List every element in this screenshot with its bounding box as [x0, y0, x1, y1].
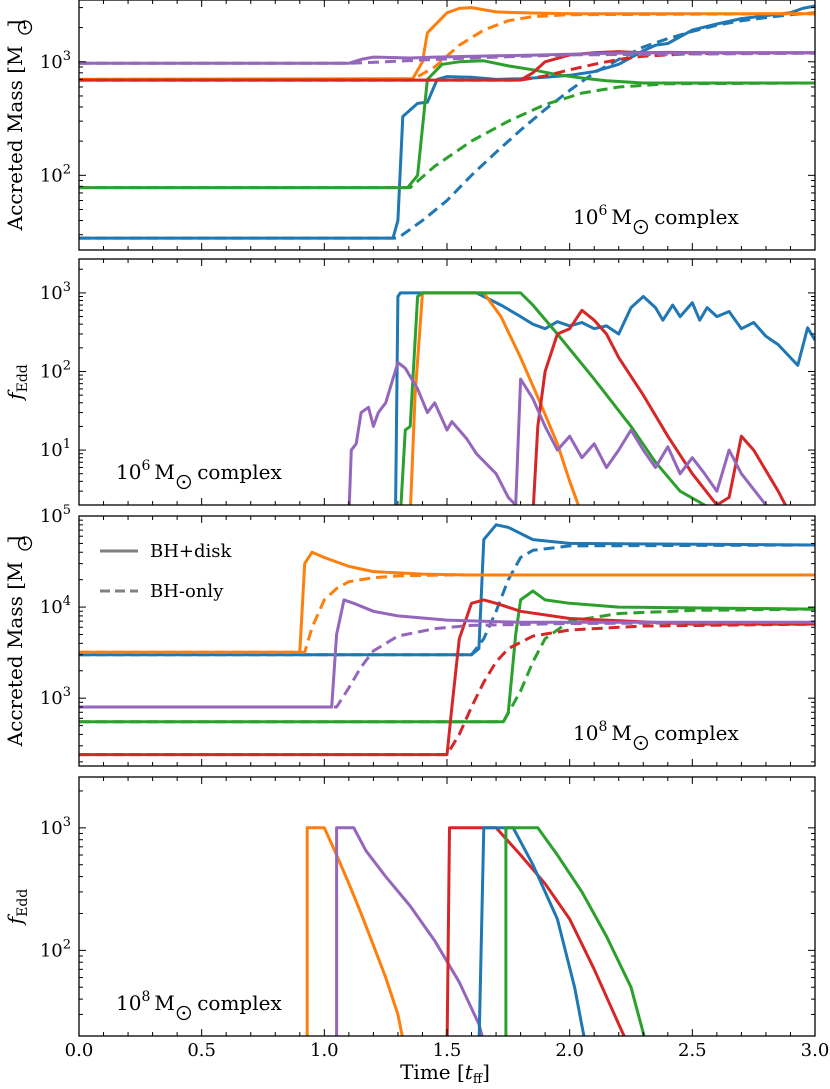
x-axis-unit: t: [465, 1060, 474, 1084]
svg-text:Time [tff]: Time [tff]: [400, 1060, 490, 1087]
y-tick-label: 103: [40, 685, 71, 709]
panel-3: 103 104 105 Accreted Mass [M] 108 M complex: [3, 503, 816, 767]
y-tick-label: 104: [40, 594, 71, 618]
series-red-dashed: [79, 622, 815, 757]
x-tick-label: 0.0: [65, 1040, 94, 1061]
y-axis-label: fEdd: [3, 889, 31, 927]
panel-annotation: 108 M complex: [573, 719, 739, 745]
series-red-solid: [79, 598, 815, 757]
y-tick-label: 103: [40, 815, 71, 839]
sun-icon-dot: [23, 542, 27, 545]
x-tick-label: 2.5: [678, 1040, 707, 1061]
panel-4: 102 103 fEdd 108 M complex: [3, 776, 816, 1037]
x-axis-title: Time [tff]: [400, 1060, 490, 1087]
y-tick-label: 103: [40, 49, 71, 73]
series-orange-solid: [409, 291, 580, 505]
panel-1: 102 103 Accreted Mass [M] 106 M complex: [3, 0, 816, 251]
series-blue-solid: [394, 291, 815, 505]
sun-icon-dot: [182, 1011, 186, 1015]
series-green-solid: [79, 59, 815, 190]
x-axis-unit-sub: ff: [473, 1072, 484, 1087]
x-tick-label: 1.5: [433, 1040, 462, 1061]
x-axis-label: Time: [400, 1060, 451, 1084]
sun-icon: [176, 1005, 192, 1021]
y-axis-label: Accreted Mass [M]: [3, 536, 27, 748]
panel-4-series: [305, 826, 646, 1036]
y-tick-label: 102: [40, 162, 71, 186]
series-blue-solid: [477, 826, 586, 1036]
panel-annotation: 106 M complex: [116, 458, 282, 484]
series-purple-solid: [347, 361, 769, 505]
x-tick-label: 1.0: [310, 1040, 339, 1061]
series-red-solid: [531, 308, 788, 505]
panel-3-series: [79, 523, 815, 757]
series-green-solid: [504, 826, 646, 1036]
y-tick-label: 102: [40, 937, 71, 961]
series-orange-dashed: [79, 12, 815, 81]
x-tick-label: 3.0: [801, 1040, 830, 1061]
series-orange-solid: [79, 550, 815, 654]
series-blue-dashed: [79, 543, 815, 657]
series-blue-dashed: [79, 11, 815, 240]
sun-icon-dot: [23, 26, 27, 29]
x-tick-labels: 0.0 0.5 1.0 1.5 2.0 2.5 3.0: [65, 1040, 830, 1061]
series-orange-dashed: [79, 573, 815, 654]
panel-2-series: [347, 291, 815, 505]
y-axis-label: fEdd: [3, 364, 31, 402]
x-tick-label: 0.5: [187, 1040, 216, 1061]
legend: BH+disk BH-only: [100, 541, 233, 602]
y-axis-label: Accreted Mass [M]: [3, 20, 27, 232]
sun-icon-dot: [639, 225, 643, 229]
sun-icon: [633, 219, 649, 235]
panel-1-series: [79, 4, 815, 240]
sun-icon: [17, 536, 33, 551]
y-tick-label: 101: [40, 437, 71, 461]
sun-icon-dot: [639, 741, 643, 745]
series-green-solid: [399, 291, 708, 505]
series-red-solid: [445, 826, 626, 1036]
legend-dashed-label: BH-only: [150, 581, 224, 602]
series-purple-solid: [335, 826, 484, 1036]
legend-solid-label: BH+disk: [150, 541, 233, 562]
series-green-dashed: [79, 81, 815, 190]
y-tick-label: 102: [40, 358, 71, 382]
sun-icon-dot: [182, 480, 186, 484]
panel-2: 101 102 103 fEdd 106 M complex: [3, 258, 816, 506]
panel-2-frame: [78, 258, 816, 506]
series-green-dashed: [79, 607, 815, 724]
y-tick-label: 103: [40, 280, 71, 304]
sun-icon: [176, 474, 192, 490]
x-tick-label: 2.0: [555, 1040, 584, 1061]
panel-annotation: 106 M complex: [573, 203, 739, 229]
series-orange-solid: [305, 826, 404, 1036]
panel-annotation: 108 M complex: [116, 989, 282, 1015]
series-purple-solid: [79, 598, 815, 709]
series-orange-solid: [79, 6, 815, 81]
sun-icon: [633, 735, 649, 751]
series-purple-dashed: [79, 620, 815, 709]
sun-icon: [17, 20, 33, 35]
y-tick-label: 105: [40, 503, 71, 527]
series-blue-solid: [79, 4, 815, 240]
